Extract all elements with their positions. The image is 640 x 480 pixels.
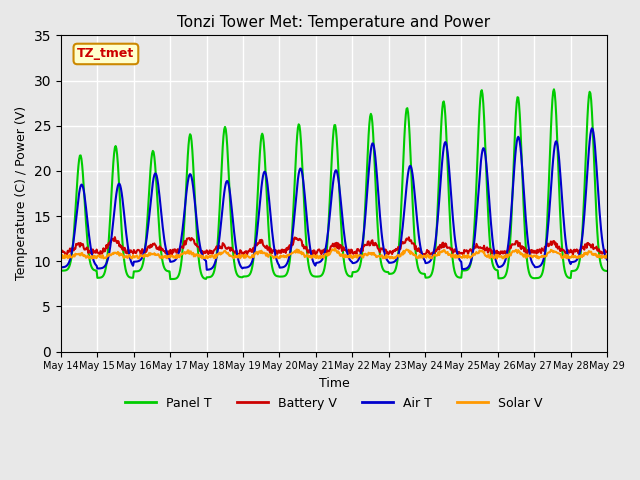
Panel T — [67, 258, 75, 264]
Panel T — [57, 268, 65, 274]
Air T — [588, 125, 596, 131]
Air T — [401, 199, 409, 205]
Battery V — [124, 246, 132, 252]
Air T — [123, 237, 131, 243]
Battery V — [57, 248, 65, 253]
Battery V — [111, 234, 118, 240]
Air T — [67, 254, 75, 260]
Line: Panel T: Panel T — [61, 89, 607, 279]
Panel T — [208, 273, 216, 278]
Solar V — [417, 252, 425, 258]
Solar V — [401, 248, 409, 254]
Battery V — [402, 238, 410, 243]
Solar V — [57, 253, 65, 259]
Battery V — [180, 241, 188, 247]
Line: Battery V: Battery V — [61, 237, 607, 255]
Solar V — [493, 255, 501, 261]
Battery V — [604, 249, 611, 254]
Solar V — [604, 255, 611, 261]
Air T — [604, 257, 611, 263]
Panel T — [550, 86, 558, 92]
Battery V — [168, 252, 175, 258]
Solar V — [179, 251, 186, 256]
Title: Tonzi Tower Met: Temperature and Power: Tonzi Tower Met: Temperature and Power — [177, 15, 491, 30]
X-axis label: Time: Time — [319, 377, 349, 390]
Solar V — [67, 254, 75, 260]
Air T — [208, 265, 216, 271]
Panel T — [166, 276, 174, 282]
Battery V — [67, 249, 75, 254]
Air T — [417, 247, 425, 253]
Air T — [179, 228, 186, 233]
Line: Solar V: Solar V — [61, 248, 607, 258]
Solar V — [207, 253, 215, 259]
Text: TZ_tmet: TZ_tmet — [77, 48, 134, 60]
Line: Air T: Air T — [61, 128, 607, 270]
Panel T — [604, 268, 611, 274]
Battery V — [209, 251, 217, 256]
Air T — [57, 264, 65, 270]
Panel T — [123, 271, 131, 277]
Panel T — [401, 122, 409, 128]
Legend: Panel T, Battery V, Air T, Solar V: Panel T, Battery V, Air T, Solar V — [120, 392, 548, 415]
Air T — [203, 267, 211, 273]
Panel T — [417, 270, 425, 276]
Panel T — [179, 238, 187, 244]
Y-axis label: Temperature (C) / Power (V): Temperature (C) / Power (V) — [15, 107, 28, 280]
Solar V — [123, 254, 131, 260]
Solar V — [332, 245, 339, 251]
Battery V — [418, 251, 426, 256]
